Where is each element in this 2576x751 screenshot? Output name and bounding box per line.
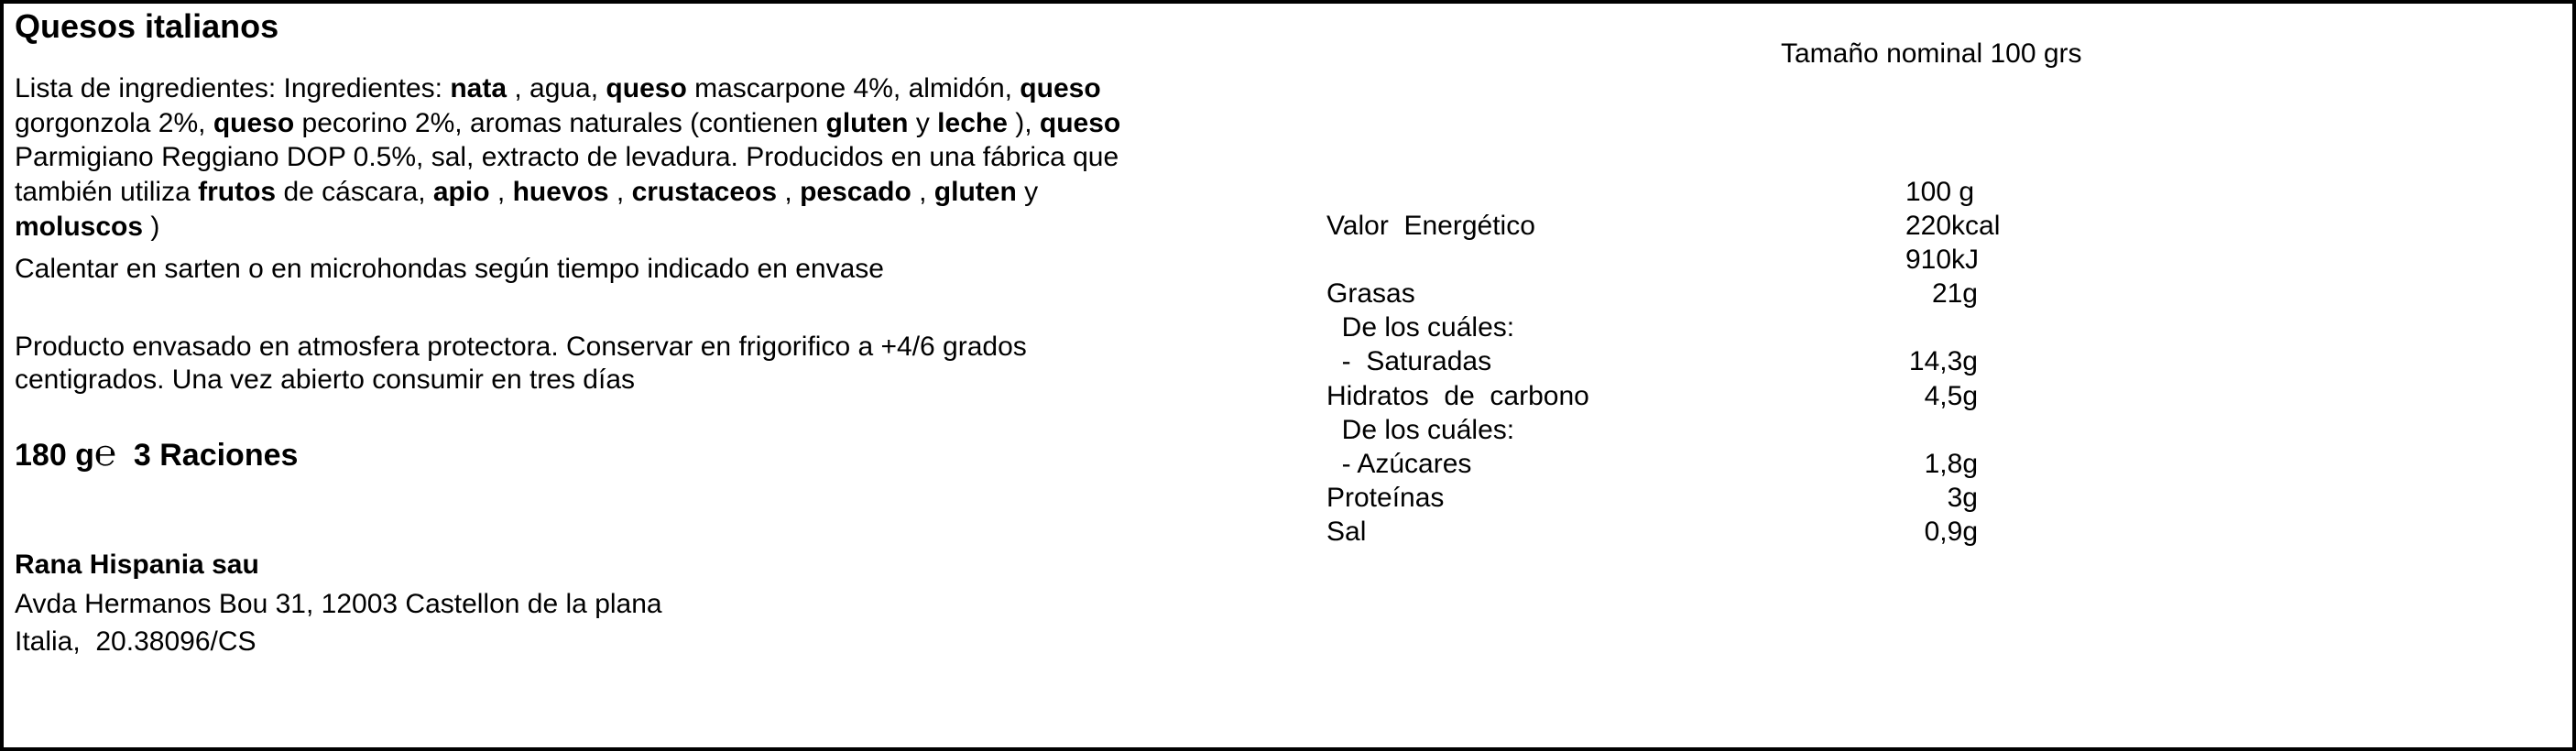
- allergen-text: queso: [606, 73, 687, 103]
- allergen-text: nata: [450, 73, 507, 103]
- nutrient-value: 4,5g: [1924, 380, 1978, 411]
- ingredient-text: también utiliza: [15, 177, 199, 208]
- nutrition-row: De los cuáles:: [1326, 310, 2023, 344]
- allergen-text: leche: [937, 107, 1008, 138]
- nutrient-label: De los cuáles:: [1326, 312, 1515, 343]
- ingredient-text: Lista de ingredientes: Ingredientes:: [15, 73, 451, 103]
- allergen-text: queso: [213, 107, 295, 138]
- storage-text-line-2: centigrados. Una vez abierto consumir en…: [15, 365, 636, 395]
- company-address: Avda Hermanos Bou 31, 12003 Castellon de…: [15, 589, 662, 619]
- nutrition-row: Sal 0,9g: [1326, 515, 2023, 549]
- ingredients-line: gorgonzola 2%, queso pecorino 2%, aromas…: [15, 106, 1120, 141]
- ingredient-text: y: [908, 107, 938, 138]
- nutrition-row: Hidratos de carbono 4,5g: [1326, 379, 2023, 413]
- ingredient-text: ),: [1007, 107, 1040, 138]
- nutrition-row: 910kJ: [1326, 243, 2023, 277]
- ingredients-line: moluscos ): [15, 210, 1120, 245]
- nutrition-row: Grasas 21g: [1326, 277, 2023, 310]
- nutrition-row: - Saturadas 14,3g: [1326, 344, 2023, 378]
- nominal-size: Tamaño nominal 100 grs: [1781, 38, 2082, 69]
- ingredient-text: mascarpone 4%, almidón,: [686, 73, 1021, 103]
- nutrient-label: Proteínas: [1326, 482, 1445, 513]
- company-name: Rana Hispania sau: [15, 550, 259, 580]
- nutrient-label: - Azúcares: [1326, 448, 1472, 479]
- nutrition-row: - Azúcares 1,8g: [1326, 447, 2023, 481]
- ingredient-text: ,: [911, 177, 934, 208]
- nutrition-row: Proteínas 3g: [1326, 481, 2023, 515]
- ingredient-text: ,: [489, 177, 513, 208]
- nutrition-header-row: 100 g: [1326, 175, 2023, 209]
- allergen-text: moluscos: [15, 211, 144, 242]
- allergen-text: gluten: [825, 107, 909, 138]
- nutrient-value: 910kJ: [1905, 245, 1980, 276]
- nutrient-label: Valor Energético: [1326, 211, 1535, 242]
- preparation-text: Calentar en sarten o en microhondas segú…: [15, 254, 884, 284]
- ingredient-text: y: [1016, 177, 1039, 208]
- ingredient-text: gorgonzola 2%,: [15, 107, 213, 138]
- nutrition-row: Valor Energético 220kcal: [1326, 209, 2023, 243]
- allergen-text: gluten: [933, 177, 1017, 208]
- allergen-text: apio: [432, 177, 490, 208]
- estimated-sign-icon: ℮: [93, 433, 116, 473]
- nutrition-table: 100 g Valor Energético 220kcal 910kJ Grasas…: [1326, 175, 2023, 549]
- ingredient-text: pecorino 2%, aromas naturales (contienen: [294, 107, 826, 138]
- ingredient-text: Parmigiano Reggiano DOP 0.5%, sal, extra…: [15, 142, 1119, 173]
- ingredient-text: de cáscara,: [276, 177, 433, 208]
- nutrient-label: Sal: [1326, 516, 1367, 547]
- nutrient-value: 14,3g: [1908, 346, 1978, 377]
- origin-code: Italia, 20.38096/CS: [15, 626, 257, 657]
- storage-text-line-1: Producto envasado en atmosfera protector…: [15, 332, 1027, 362]
- nutrient-value: 1,8g: [1924, 448, 1978, 479]
- ingredients-list: Lista de ingredientes: Ingredientes: nat…: [15, 71, 1120, 245]
- product-title: Quesos italianos: [15, 7, 279, 45]
- ingredient-text: ): [143, 211, 160, 242]
- nutrient-value: 21g: [1931, 278, 1978, 310]
- nutrient-value: 3g: [1947, 482, 1978, 513]
- nutrient-label: De los cuáles:: [1326, 414, 1515, 445]
- allergen-text: pescado: [800, 177, 911, 208]
- portions: 3 Raciones: [133, 438, 299, 473]
- allergen-text: crustaceos: [631, 177, 778, 208]
- ingredients-line: Parmigiano Reggiano DOP 0.5%, sal, extra…: [15, 140, 1120, 175]
- ingredients-line: también utiliza frutos de cáscara, apio …: [15, 175, 1120, 210]
- ingredients-line: Lista de ingredientes: Ingredientes: nat…: [15, 71, 1120, 106]
- nutrition-header: 100 g: [1905, 177, 1975, 207]
- ingredient-text: , agua,: [507, 73, 606, 103]
- ingredient-text: ,: [777, 177, 801, 208]
- ingredient-text: ,: [608, 177, 632, 208]
- allergen-text: queso: [1020, 73, 1101, 103]
- nutrient-label: Hidratos de carbono: [1326, 380, 1589, 411]
- nutrient-value: 220kcal: [1905, 211, 2001, 242]
- net-weight: 180 g: [15, 438, 94, 473]
- allergen-text: queso: [1039, 107, 1121, 138]
- serving-info: 180 g℮ 3 Raciones: [15, 435, 299, 473]
- nutrient-label: - Saturadas: [1326, 346, 1492, 377]
- nutrient-label: Grasas: [1326, 278, 1415, 310]
- allergen-text: frutos: [198, 177, 277, 208]
- nutrient-value: 0,9g: [1924, 516, 1978, 547]
- allergen-text: huevos: [512, 177, 609, 208]
- nutrition-row: De los cuáles:: [1326, 413, 2023, 447]
